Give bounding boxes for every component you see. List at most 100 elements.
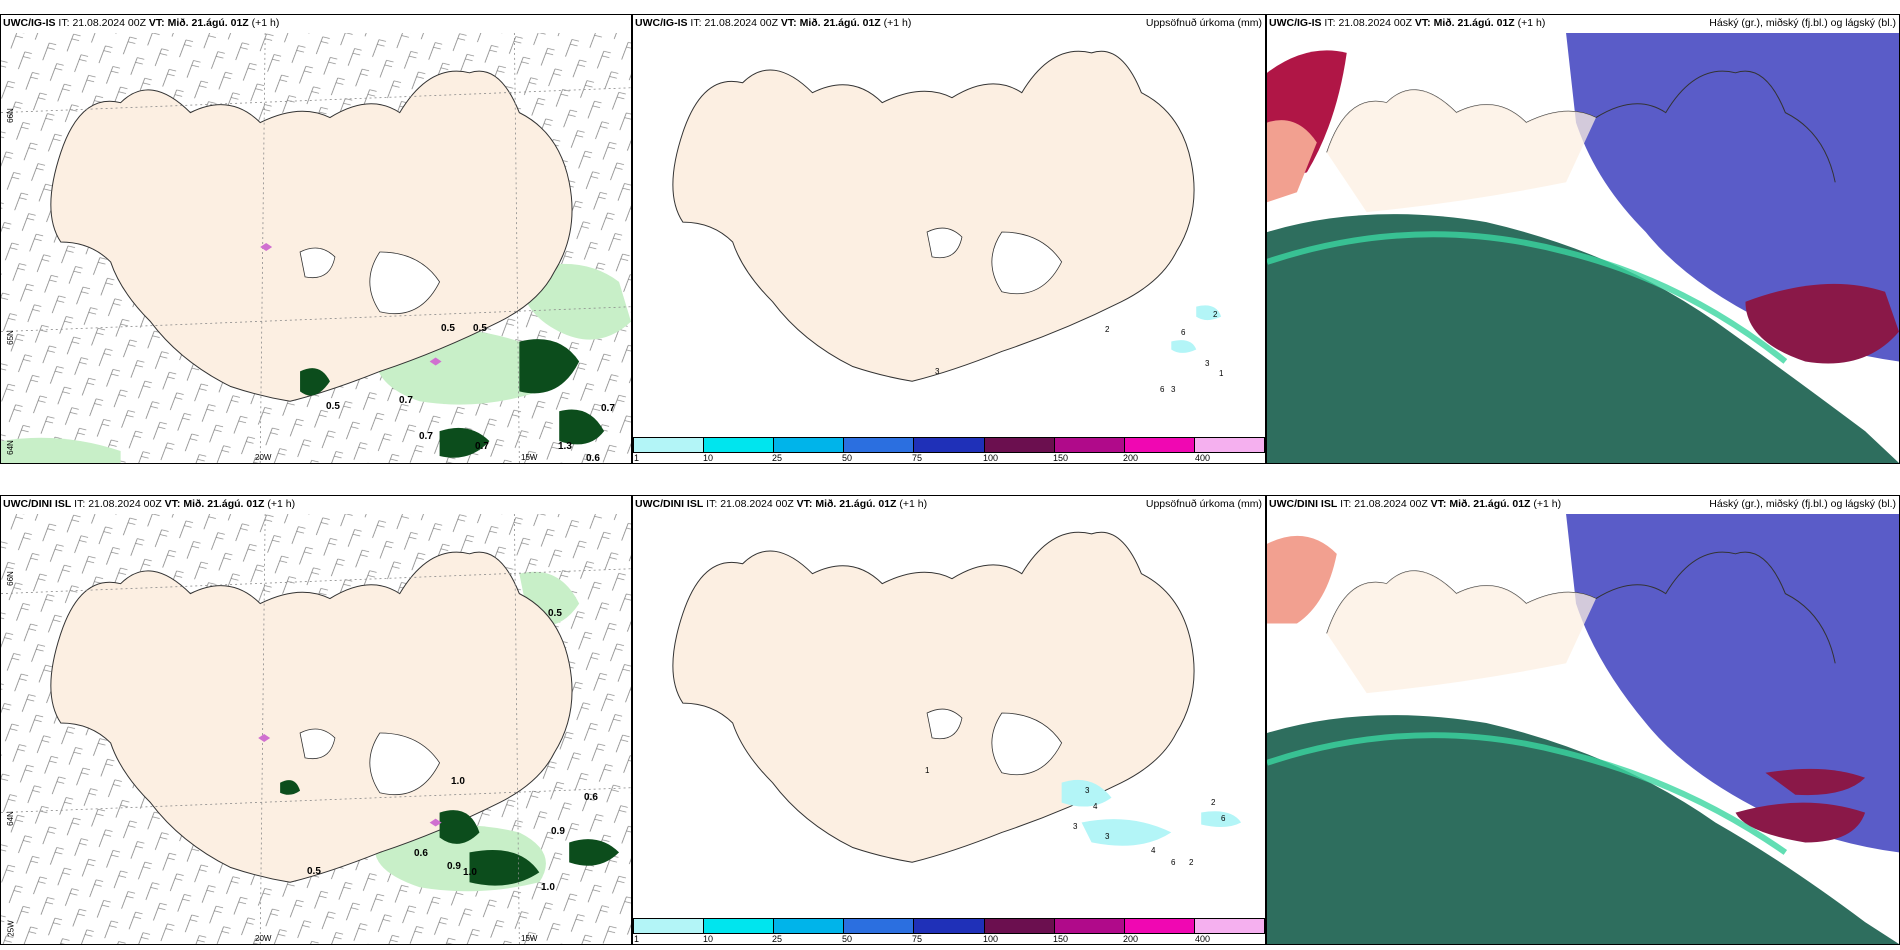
vt-value: Mið. 21.ágú. 01Z: [1449, 498, 1531, 510]
vt-value: Mið. 21.ágú. 01Z: [167, 17, 249, 29]
colorbar-tick: 150: [1053, 453, 1069, 463]
it-value: 21.08.2024 00Z: [704, 17, 778, 29]
colorbar-tick: 10: [703, 934, 714, 944]
lon-label-15w: 15W: [521, 453, 538, 462]
colorbar-tick: 25: [772, 453, 783, 463]
wind-label: 0.5: [548, 608, 562, 619]
it-label: IT:: [1340, 498, 1352, 510]
colorbar-tick: 150: [1053, 934, 1069, 944]
precip-panel-top: UWC/IG-IS IT: 21.08.2024 00Z VT: Mið. 21…: [632, 14, 1266, 464]
lon-label-20w: 20W: [255, 934, 272, 943]
cloud-low-area: [1267, 214, 1899, 463]
lat-label-25w: 25W: [6, 920, 16, 937]
colorbar-swatch: [984, 919, 1055, 933]
colorbar-swatch: [774, 919, 845, 933]
precip-panel-bottom: UWC/DINI ISL IT: 21.08.2024 00Z VT: Mið.…: [632, 495, 1266, 945]
cloud-title: Háský (gr.), miðský (fj.bl.) og lágský (…: [1709, 17, 1896, 29]
colorbar-swatch: [1054, 438, 1125, 452]
wind-label: 1.0: [463, 867, 477, 878]
precip-colorbar: [633, 918, 1265, 934]
wind-label: 0.7: [601, 403, 615, 414]
panel-header: UWC/IG-IS IT: 21.08.2024 00Z VT: Mið. 21…: [1267, 15, 1899, 32]
precip-value: 2: [1211, 798, 1216, 807]
vt-label: VT:: [148, 17, 165, 29]
cloud-map: [1267, 514, 1899, 944]
precip-value: 2: [1213, 310, 1218, 319]
colorbar-tick: 100: [983, 453, 999, 463]
panel-header: UWC/DINI ISL IT: 21.08.2024 00Z VT: Mið.…: [1267, 496, 1899, 513]
colorbar-swatch: [1194, 919, 1264, 933]
colorbar-tick: 200: [1123, 453, 1139, 463]
model-name: UWC/IG-IS: [635, 17, 688, 29]
colorbar-tick: 100: [983, 934, 999, 944]
colorbar-swatch: [1124, 438, 1195, 452]
vt-label: VT:: [164, 498, 181, 510]
wind-label: 0.5: [326, 401, 340, 412]
lead-time: (+1 h): [1517, 17, 1546, 29]
iceland-land: [672, 531, 1195, 863]
precip-map: 2 2 6 3 3 1 6 3: [633, 33, 1265, 439]
cloud-title: Háský (gr.), miðský (fj.bl.) og lágský (…: [1709, 498, 1896, 510]
it-label: IT:: [690, 17, 702, 29]
cloud-map-svg: [1267, 514, 1899, 944]
colorbar-tick: 400: [1195, 453, 1211, 463]
model-name: UWC/DINI ISL: [1269, 498, 1338, 510]
precip-value: 3: [1085, 786, 1090, 795]
vt-value: Mið. 21.ágú. 01Z: [815, 498, 897, 510]
vt-label: VT:: [780, 17, 797, 29]
it-value: 21.08.2024 00Z: [1354, 498, 1428, 510]
lead-time: (+1 h): [883, 17, 912, 29]
colorbar-tick: 50: [842, 453, 853, 463]
colorbar-tick: 200: [1123, 934, 1139, 944]
colorbar-swatch: [634, 438, 705, 452]
panel-header: UWC/DINI ISL IT: 21.08.2024 00Z VT: Mið.…: [633, 496, 1265, 513]
cloud-panel-top: UWC/IG-IS IT: 21.08.2024 00Z VT: Mið. 21…: [1266, 14, 1900, 464]
precip-title: Uppsöfnuð úrkoma (mm): [1145, 498, 1262, 510]
precip-value: 3: [1205, 359, 1210, 368]
colorbar-tick: 400: [1195, 934, 1211, 944]
lat-label-65: 65N: [5, 330, 15, 345]
colorbar-swatch: [774, 438, 845, 452]
it-value: 21.08.2024 00Z: [720, 498, 794, 510]
precip-value: 6: [1221, 814, 1226, 823]
precip-value: 1: [1219, 369, 1224, 378]
wind-map-svg: [1, 33, 631, 463]
cloud-high-area: [1566, 33, 1899, 362]
precip-value: 3: [1073, 822, 1078, 831]
precip-value: 4: [1151, 846, 1156, 855]
wind-label: 0.6: [584, 792, 598, 803]
it-value: 21.08.2024 00Z: [1338, 17, 1412, 29]
colorbar-tick: 1: [634, 934, 640, 944]
precip-value: 1: [925, 766, 930, 775]
precip-map: 1 3 4 3 3 4 6 2 2 6: [633, 514, 1265, 920]
vt-label: VT:: [1430, 498, 1447, 510]
lead-time: (+1 h): [251, 17, 280, 29]
precip-colorbar: [633, 437, 1265, 453]
cloud-panel-bottom: UWC/DINI ISL IT: 21.08.2024 00Z VT: Mið.…: [1266, 495, 1900, 945]
colorbar-tick: 75: [912, 453, 923, 463]
precip-value: 2: [1105, 325, 1110, 334]
precip-value: 6: [1181, 328, 1186, 337]
wind-panel-top: UWC/IG-IS IT: 21.08.2024 00Z VT: Mið. 21…: [0, 14, 632, 464]
lead-time: (+1 h): [1533, 498, 1562, 510]
vt-label: VT:: [1414, 17, 1431, 29]
colorbar-swatch: [634, 919, 705, 933]
colorbar-swatch: [1124, 919, 1195, 933]
it-value: 21.08.2024 00Z: [72, 17, 146, 29]
wind-label: 0.5: [473, 323, 487, 334]
model-name: UWC/DINI ISL: [635, 498, 704, 510]
wind-label: 0.9: [551, 826, 565, 837]
it-label: IT:: [58, 17, 70, 29]
it-value: 21.08.2024 00Z: [88, 498, 162, 510]
colorbar-swatch: [704, 438, 775, 452]
wind-map: 66N 65N 64N 20W 15W 0.5 0.5 0.7 0.7 0.7 …: [1, 33, 631, 463]
wind-label: 1.3: [558, 441, 572, 452]
precip-value: 3: [1105, 832, 1110, 841]
wind-label: 0.7: [475, 441, 489, 452]
wind-label: 0.7: [419, 431, 433, 442]
cloud-mid-dark: [1745, 283, 1899, 364]
model-name: UWC/IG-IS: [1269, 17, 1322, 29]
lon-label-20w: 20W: [255, 453, 272, 462]
colorbar-swatch: [844, 438, 915, 452]
it-label: IT:: [1324, 17, 1336, 29]
